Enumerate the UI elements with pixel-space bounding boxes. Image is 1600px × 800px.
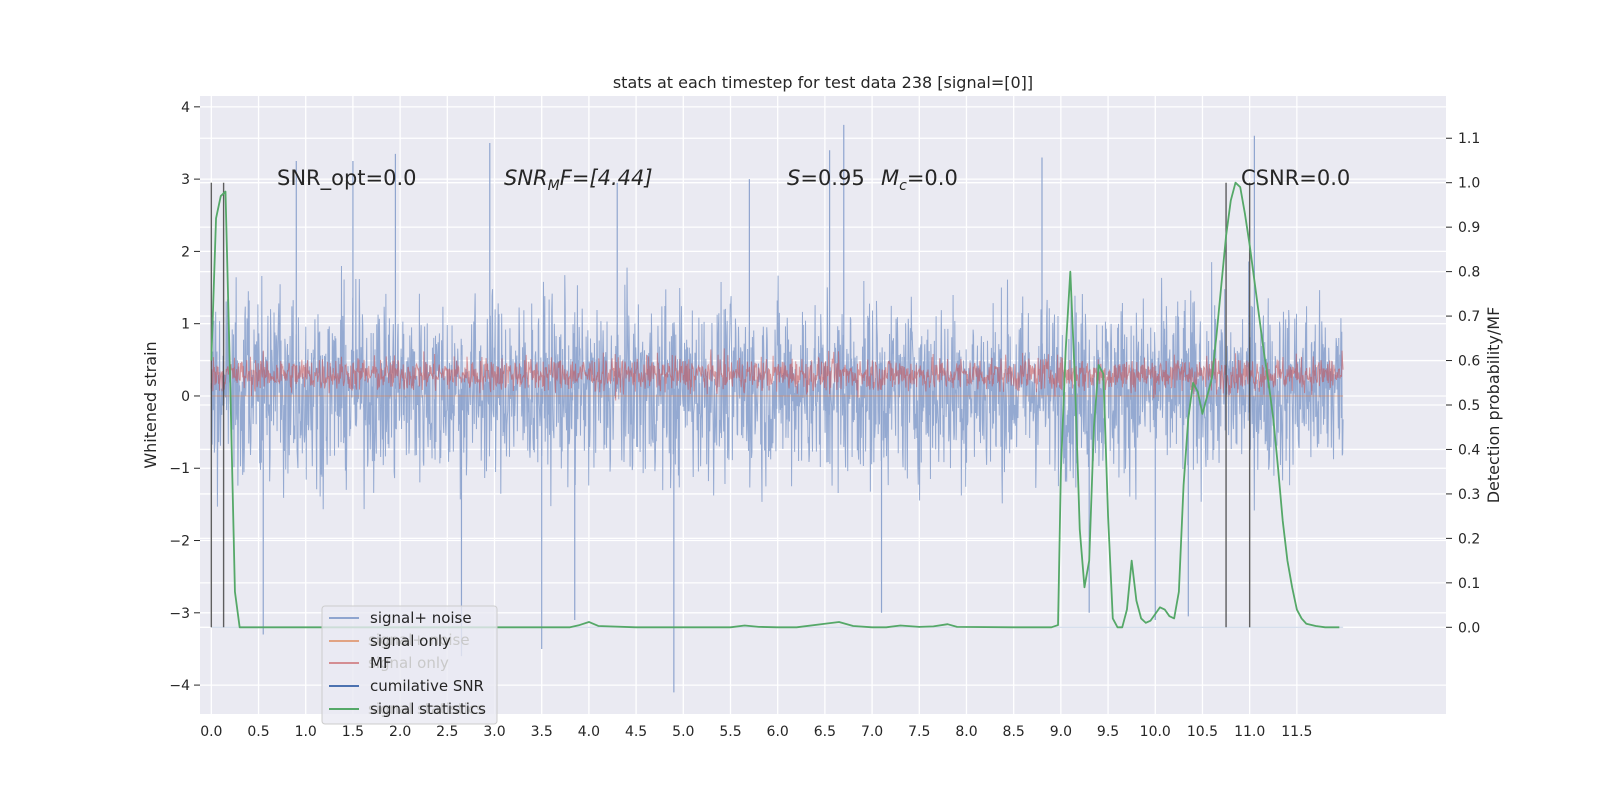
legend-label-signal-noise: signal+ noise [370,609,472,627]
y-tick-label: −2 [169,534,190,550]
x-tick-label: 10.5 [1187,724,1218,740]
mc-symbol: M [881,166,899,190]
x-tick-label: 8.5 [1003,724,1025,740]
mc-value: =0.0 [907,166,958,190]
y-tick-label: 1 [181,317,190,333]
legend-label-signal-only: signal only [370,632,451,650]
y-tick-label: 0 [181,389,190,405]
legend-ghost-3: signal statistics [368,700,484,718]
y-axis-label: Whitened strain [141,341,160,468]
legend-ghost-2: signal only [368,654,449,672]
x-tick-label: 11.5 [1281,724,1312,740]
x-tick-label: 10.0 [1140,724,1171,740]
mc-subscript: c [899,178,907,194]
snr-opt-annotation: SNR_opt=0.0 [277,166,417,191]
snr-mf-subscript: M [548,178,560,194]
x-tick-label: 1.0 [295,724,317,740]
series-signal-statistics [210,181,1340,629]
x-tick-label: 3.0 [483,724,505,740]
y2-tick-label: 1.0 [1458,176,1480,192]
x-tick-label: 4.0 [578,724,600,740]
legend-frame [321,605,498,725]
legend-label-cumilative-snr: cumilative SNR [370,677,484,695]
y2-tick-label: 0.1 [1458,576,1480,592]
y2-tick-label: 0.6 [1458,354,1480,370]
y2-tick-label: 0.0 [1458,620,1480,636]
y2-tick-label: 0.7 [1458,309,1480,325]
series-mf [210,348,1344,401]
legend-ghost-1: signal+ noise [368,631,470,649]
y2-tick-label: 0.4 [1458,442,1480,458]
y-tick-label: −4 [169,678,190,694]
s-annotation: S=0.95 [787,166,865,190]
x-tick-label: 6.5 [814,724,836,740]
x-tick-label: 9.5 [1097,724,1119,740]
x-tick-label: 11.0 [1234,724,1265,740]
snr-mf-annotation: SNRMF=[4.44] [504,166,653,194]
x-tick-label: 3.5 [531,724,553,740]
x-tick-label: 1.5 [342,724,364,740]
y-tick-label: 4 [181,100,190,116]
x-tick-label: 9.0 [1050,724,1072,740]
x-tick-label: 8.0 [955,724,977,740]
y2-tick-label: 0.5 [1458,398,1480,414]
x-tick-label: 6.0 [767,724,789,740]
x-tick-label: 4.5 [625,724,647,740]
legend-label-signal-statistics: signal statistics [370,700,486,718]
x-tick-label: 0.0 [200,724,222,740]
x-tick-label: 2.5 [436,724,458,740]
y-tick-label: 3 [181,172,190,188]
y2-axis-ticks: 0.0 0.1 0.2 0.3 0.4 0.5 0.6 0.7 0.8 0.9 1.0 1.1 [1446,131,1480,636]
mc-annotation: Mc=0.0 [881,166,958,194]
legend-label-mf: MF [370,654,392,672]
csnr-annotation: CSNR=0.0 [1241,166,1350,190]
y-tick-label: 2 [181,244,190,260]
y-tick-label: −3 [169,606,190,622]
snr-mf-suffix: F=[4.44] [560,166,653,190]
x-tick-label: 5.0 [672,724,694,740]
x-axis-ticks: 0.0 0.5 1.0 1.5 2.0 2.5 3.0 3.5 4.0 4.5 5.0 5.5 6.0 6… [200,724,1312,740]
x-tick-label: 7.0 [861,724,883,740]
series-layer [210,124,1344,693]
legend: signal+ noise signal only signal statist… [321,605,498,725]
y2-tick-label: 0.2 [1458,531,1480,547]
y2-tick-label: 0.8 [1458,265,1480,281]
y2-tick-label: 0.9 [1458,220,1480,236]
x-tick-label: 7.5 [908,724,930,740]
s-value: =0.95 [800,166,864,190]
series-signal-noise [210,261,1344,511]
x-tick-label: 2.0 [389,724,411,740]
chart-title: stats at each timestep for test data 238… [613,73,1033,92]
y2-axis-label: Detection probability/MF [1484,307,1503,504]
y-tick-label: −1 [169,461,190,477]
y2-tick-label: 1.1 [1458,131,1480,147]
s-symbol: S [787,166,800,190]
x-tick-label: 5.5 [719,724,741,740]
x-tick-label: 0.5 [247,724,269,740]
y2-tick-label: 0.3 [1458,487,1480,503]
snr-mf-symbol: SNR [504,166,548,190]
y-axis-ticks: −4 −3 −2 −1 0 1 2 3 4 [169,100,200,694]
